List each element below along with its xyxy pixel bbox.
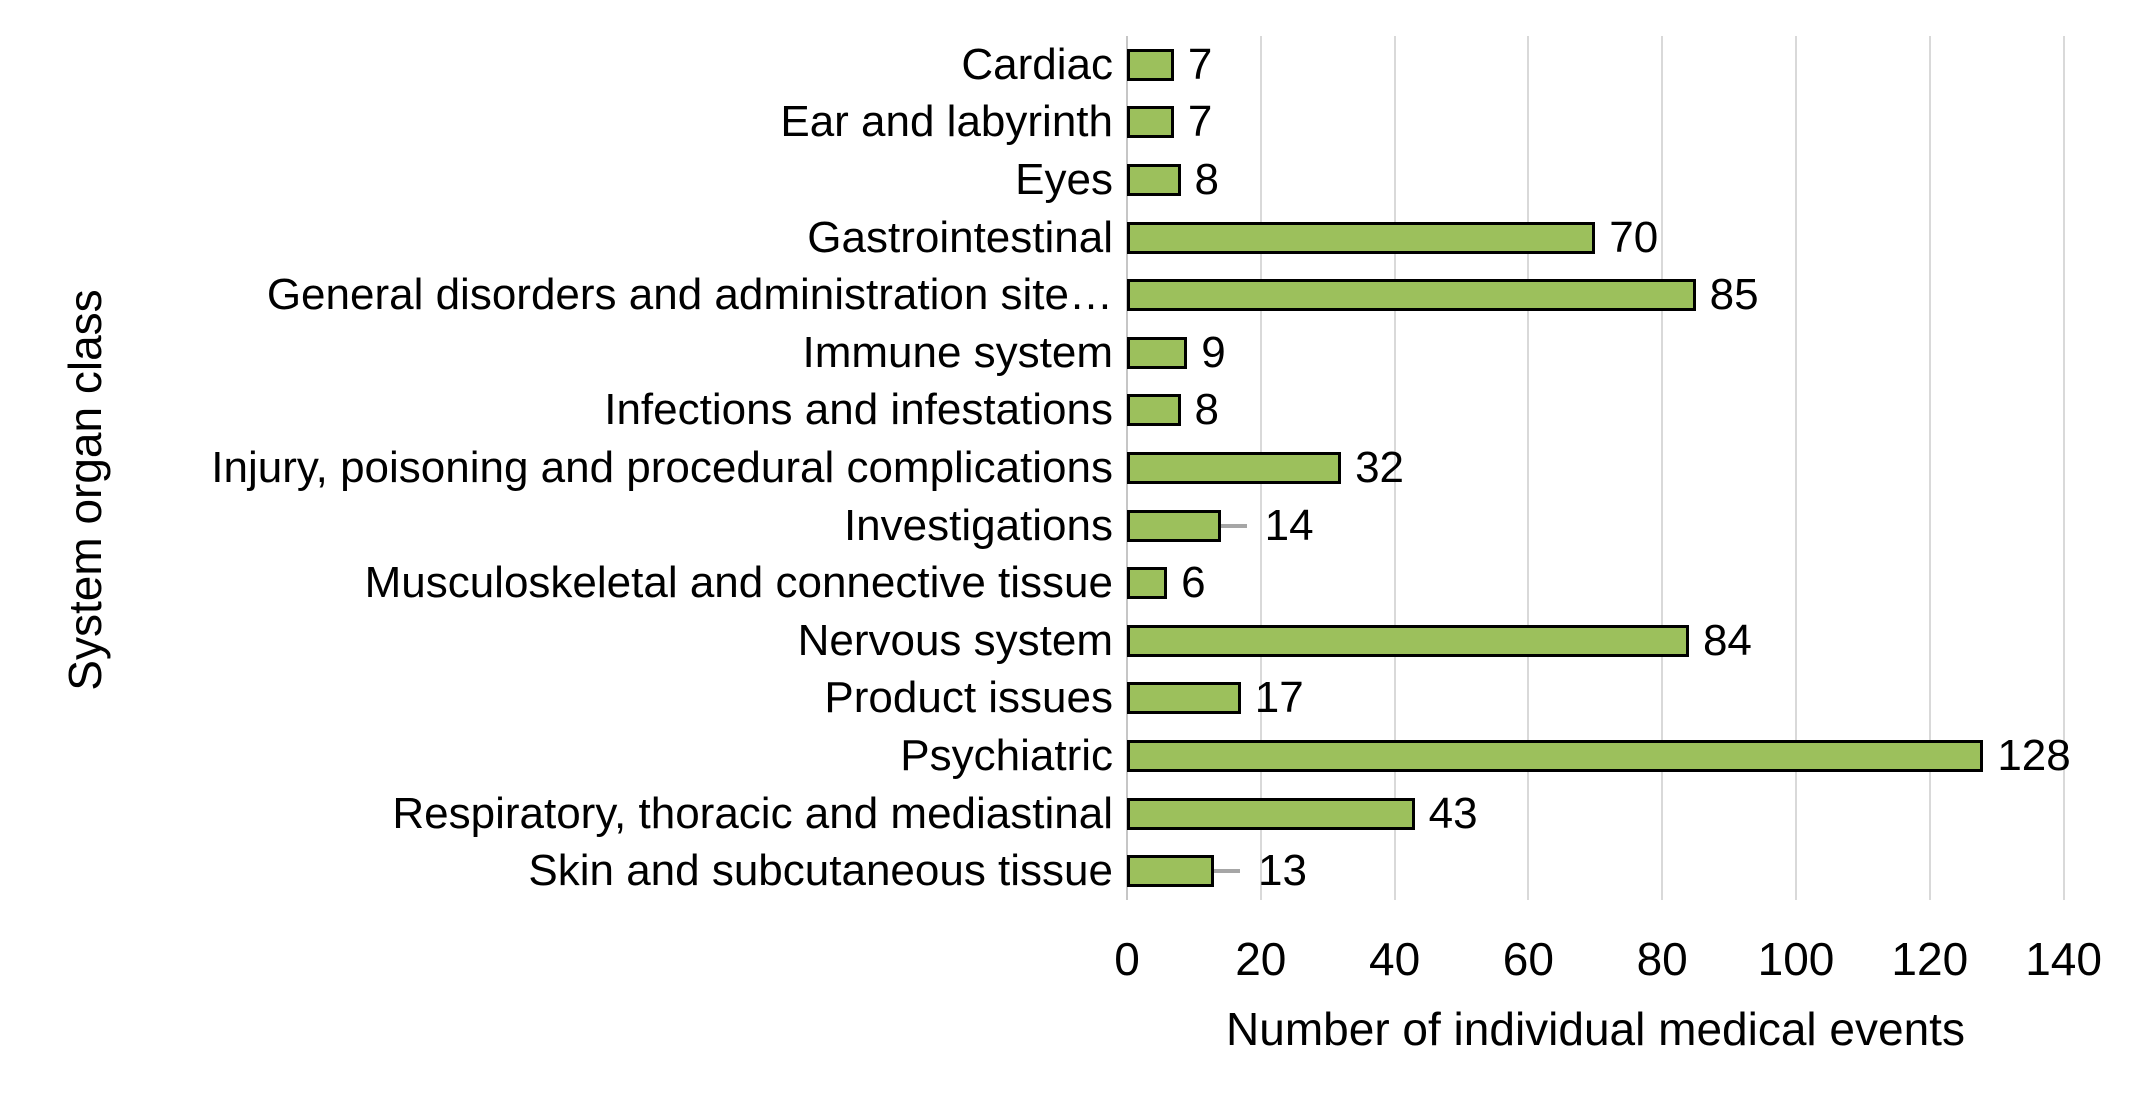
data-label: 6: [1181, 558, 1206, 608]
bar: [1127, 567, 1168, 600]
x-tick-label: 0: [1114, 933, 1140, 985]
bar: [1127, 106, 1174, 139]
data-label: 13: [1257, 846, 1307, 896]
category-label: Psychiatric: [900, 731, 1113, 780]
category-label: Immune system: [802, 327, 1113, 377]
category-label: Skin and subcutaneous tissue: [528, 846, 1113, 896]
bar: [1127, 394, 1181, 427]
category-label: Injury, poisoning and procedural complic…: [211, 443, 1113, 492]
data-label: 43: [1428, 788, 1478, 838]
data-label: 85: [1709, 270, 1759, 320]
gridline: [1928, 36, 1931, 900]
bar: [1127, 682, 1241, 715]
bar: [1127, 452, 1342, 484]
whisker-line: [1213, 869, 1240, 874]
gridline: [2062, 36, 2065, 900]
bar: [1127, 164, 1181, 196]
data-label: 128: [1997, 731, 2071, 780]
bar: [1127, 279, 1696, 312]
x-tick-label: 140: [2025, 933, 2102, 985]
whisker-line: [1220, 523, 1247, 528]
category-label: Nervous system: [797, 615, 1113, 665]
gridline: [1527, 36, 1530, 900]
data-label: 9: [1201, 327, 1226, 377]
data-label: 32: [1355, 443, 1405, 492]
x-tick-label: 40: [1369, 933, 1421, 985]
data-label: 14: [1264, 500, 1314, 550]
x-tick-label: 80: [1636, 933, 1688, 985]
data-label: 84: [1702, 615, 1752, 665]
category-label: General disorders and administration sit…: [266, 270, 1113, 320]
data-label: 8: [1194, 385, 1219, 435]
x-tick-label: 60: [1502, 933, 1554, 985]
category-label: Investigations: [843, 500, 1113, 550]
category-label: Product issues: [824, 673, 1113, 723]
data-label: 17: [1254, 673, 1304, 723]
bar: [1127, 221, 1596, 254]
category-label: Infections and infestations: [604, 385, 1113, 435]
gridline: [1661, 36, 1664, 900]
category-label: Ear and labyrinth: [780, 97, 1113, 147]
x-tick-label: 20: [1235, 933, 1287, 985]
bar: [1127, 797, 1415, 830]
bar: [1127, 509, 1221, 542]
category-label: Respiratory, thoracic and mediastinal: [392, 788, 1113, 838]
gridline: [1393, 36, 1396, 900]
category-label: Cardiac: [961, 39, 1113, 89]
bar: [1127, 740, 1984, 772]
category-label: Musculoskeletal and connective tissue: [364, 558, 1113, 608]
x-tick-label: 120: [1891, 933, 1969, 985]
data-label: 8: [1194, 155, 1219, 204]
category-label: Gastrointestinal: [807, 212, 1113, 262]
bar: [1127, 336, 1188, 369]
gridline: [1795, 36, 1797, 900]
data-label: 7: [1187, 39, 1213, 89]
data-label: 70: [1609, 212, 1659, 262]
category-label: Eyes: [1015, 155, 1113, 204]
x-axis-title: Number of individual medical events: [1226, 1003, 1965, 1055]
bar: [1127, 48, 1174, 81]
bar: [1127, 624, 1689, 657]
bar: [1127, 855, 1214, 888]
x-tick-label: 100: [1757, 933, 1835, 985]
data-label: 7: [1187, 97, 1213, 147]
